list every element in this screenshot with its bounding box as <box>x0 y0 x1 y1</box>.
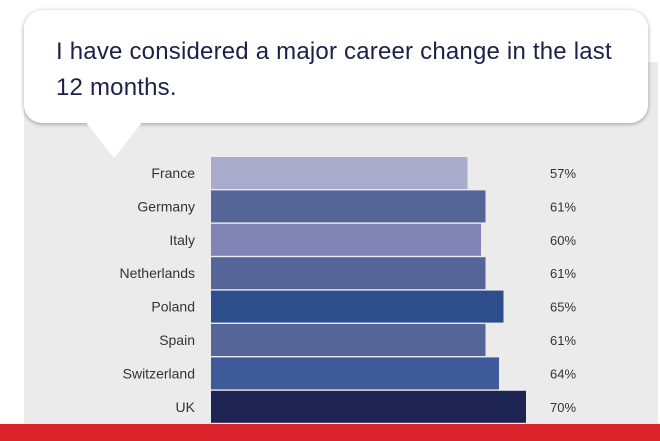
speech-bubble <box>24 10 648 123</box>
bar-italy <box>211 223 481 256</box>
value-label: 60% <box>550 233 576 248</box>
category-label: Poland <box>151 299 195 315</box>
footer-bar <box>0 424 660 441</box>
category-label: France <box>151 165 195 181</box>
speech-bubble-tail <box>84 120 144 158</box>
value-label: 65% <box>550 300 576 315</box>
survey-question: I have considered a major career change … <box>56 38 612 101</box>
category-label: Netherlands <box>120 265 196 281</box>
value-label: 70% <box>550 400 576 415</box>
value-label: 61% <box>550 333 576 348</box>
category-label: Germany <box>137 198 195 214</box>
category-label: Spain <box>159 332 195 348</box>
bar-germany <box>211 190 486 223</box>
category-label: Switzerland <box>123 365 195 381</box>
value-label: 61% <box>550 266 576 281</box>
bar-switzerland <box>211 357 499 390</box>
bar-netherlands <box>211 257 486 290</box>
value-label: 57% <box>550 166 576 181</box>
category-label: UK <box>176 399 196 415</box>
value-label: 64% <box>550 366 576 381</box>
bar-spain <box>211 324 486 356</box>
category-label: Italy <box>169 232 195 248</box>
value-label: 61% <box>550 199 576 214</box>
bar-france <box>211 157 468 189</box>
bar-uk <box>211 390 526 423</box>
bar-poland <box>211 290 504 323</box>
